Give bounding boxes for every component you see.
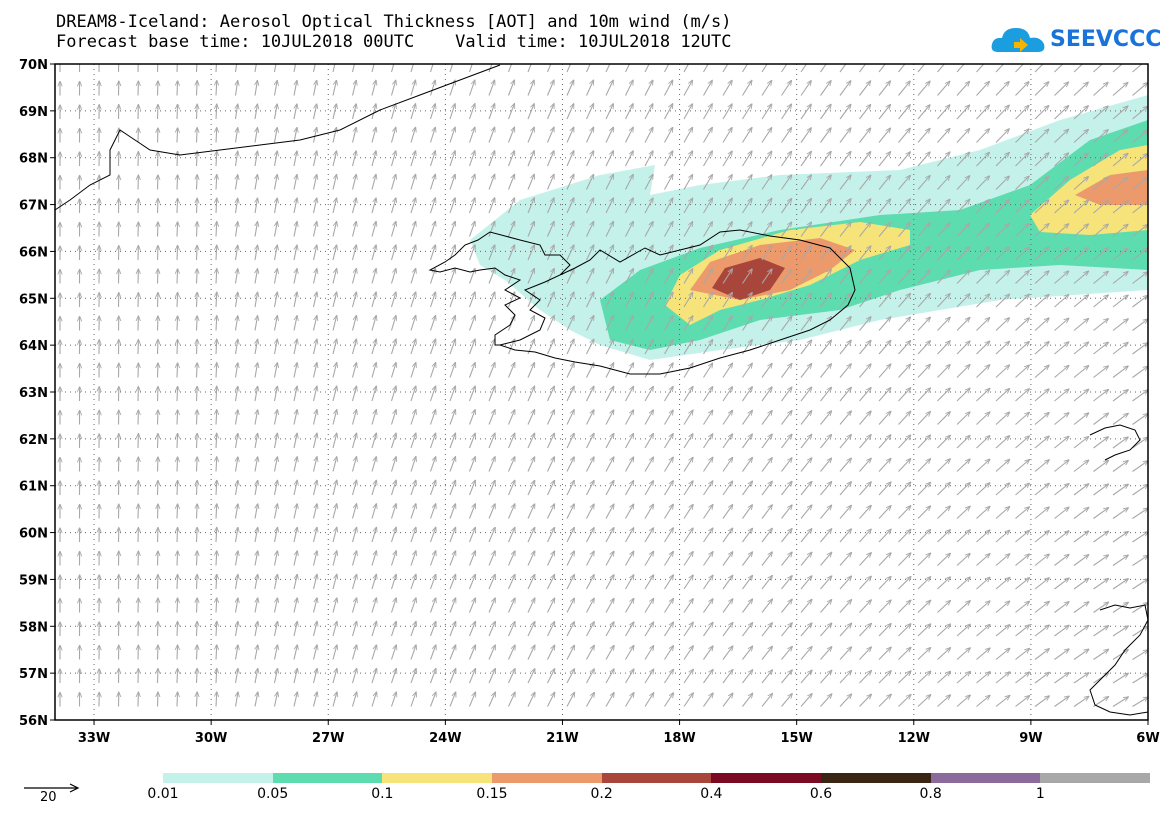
colorbar-segment [601,773,712,783]
colorbar-label: 0.2 [590,786,613,802]
colorbar-label: 0.4 [700,786,723,802]
wind-vectors [60,64,1148,707]
lat-tick-label: 66N [19,245,48,260]
lat-tick-label: 64N [19,339,48,354]
iceland-coastline [428,229,856,375]
lon-tick-label: 33W [78,731,110,746]
lon-tick-label: 15W [780,731,812,746]
cloud-logo-icon [991,28,1045,52]
colorbar-label: 0.6 [809,786,833,802]
colorbar-segment [711,773,822,783]
colorbar-segment [1040,773,1151,783]
lon-tick-label: 21W [546,731,578,746]
greenland-coastline [55,64,501,211]
faroe-coastline [1089,424,1141,461]
colorbar-segment [930,773,1041,783]
colorbar-label: 0.01 [147,786,179,802]
wind-scale-value: 20 [40,790,57,805]
colorbar-segment [492,773,602,783]
wind-scale-arrow [24,783,80,793]
lon-tick-label: 30W [195,731,227,746]
aot-colorbar [163,773,1151,783]
lat-tick-label: 63N [19,386,48,401]
lon-tick-label: 6W [1136,731,1159,746]
lat-tick-label: 65N [19,292,48,307]
lat-tick-label: 68N [19,152,48,167]
coastlines [55,64,1148,716]
scotland-coastline [1089,604,1148,716]
map-title: DREAM8-Iceland: Aerosol Optical Thicknes… [56,12,732,32]
colorbar-segment [272,773,383,783]
colorbar-segment [821,773,931,783]
lat-tick-label: 59N [19,573,48,588]
map-subtitle: Forecast base time: 10JUL2018 00UTC Vali… [56,32,732,52]
lat-tick-label: 58N [19,620,48,635]
seevccc-logo: SEEVCCC [990,22,1161,58]
lon-tick-label: 18W [663,731,695,746]
lon-tick-label: 27W [312,731,344,746]
colorbar-segment [163,773,273,783]
colorbar-label: 0.15 [476,786,508,802]
logo-text: SEEVCCC [1050,27,1162,52]
lat-tick-label: 61N [19,480,48,495]
colorbar-segment [382,773,493,783]
lat-tick-label: 70N [19,58,48,73]
colorbar-label: 0.1 [371,786,394,802]
colorbar-label: 0.05 [257,786,289,802]
lon-tick-label: 12W [898,731,930,746]
colorbar-label: 1 [1035,786,1045,802]
lat-tick-label: 60N [19,527,48,542]
lat-tick-label: 62N [19,433,48,448]
lon-tick-label: 24W [429,731,461,746]
lat-tick-label: 57N [19,667,48,682]
lat-tick-label: 67N [19,199,48,214]
colorbar-label: 0.8 [919,786,942,802]
lat-tick-label: 56N [19,714,48,729]
lon-tick-label: 9W [1019,731,1042,746]
lat-tick-label: 69N [19,105,48,120]
